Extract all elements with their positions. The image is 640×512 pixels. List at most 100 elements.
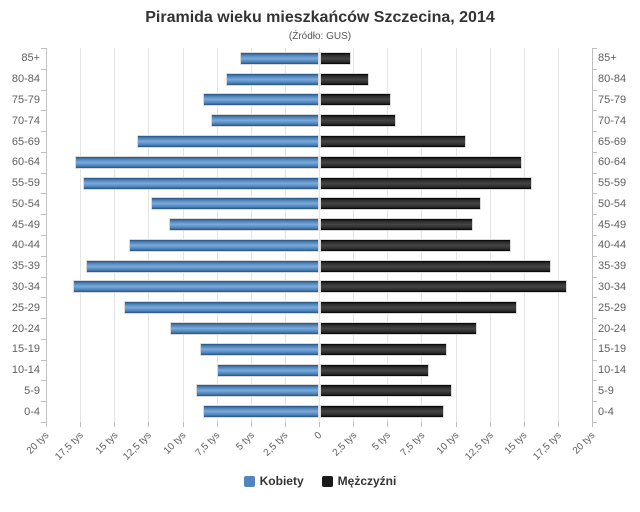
right-axis-tick [592, 131, 597, 132]
right-axis-tick [592, 69, 597, 70]
x-axis-label: 0 [313, 430, 325, 442]
y-axis-label-right: 60-64 [598, 156, 627, 169]
gridline [284, 48, 286, 422]
x-axis-tick [148, 422, 150, 427]
y-axis-label-left: 10-14 [11, 364, 40, 377]
y-axis-label-left: 25-29 [11, 301, 40, 314]
gridline [421, 48, 423, 422]
bar-kobiety-10-14[interactable] [216, 363, 319, 377]
legend-symbol [321, 475, 333, 487]
bar-mezczyzni-25-29[interactable] [320, 301, 517, 315]
bar-mezczyzni-0-4[interactable] [320, 405, 445, 419]
bar-kobiety-55-59[interactable] [82, 176, 319, 190]
bar-mezczyzni-50-54[interactable] [320, 197, 482, 211]
bar-mezczyzni-65-69[interactable] [320, 135, 467, 148]
bar-mezczyzni-75-79[interactable] [320, 93, 391, 107]
bar-kobiety-85+[interactable] [239, 51, 319, 65]
right-axis-tick [592, 110, 597, 111]
bar-kobiety-15-19[interactable] [200, 342, 319, 356]
left-axis-tick [41, 110, 46, 111]
y-axis-label-left: 75-79 [11, 93, 40, 106]
x-axis-tick [455, 422, 457, 427]
x-axis-tick [284, 422, 286, 427]
right-axis-tick [592, 339, 597, 340]
x-axis-label: 15 tys [502, 430, 530, 457]
bar-mezczyzni-55-59[interactable] [320, 176, 532, 190]
y-axis-label-left: 35-39 [11, 260, 40, 273]
right-axis-tick [592, 380, 597, 381]
y-axis-label-right: 45-49 [598, 218, 627, 231]
bar-mezczyzni-20-24[interactable] [320, 322, 477, 335]
bar-kobiety-30-34[interactable] [73, 280, 319, 294]
y-axis-label-left: 65-69 [11, 135, 40, 148]
bar-kobiety-20-24[interactable] [170, 322, 319, 335]
left-axis-tick [41, 214, 46, 215]
left-axis-tick [41, 90, 46, 91]
x-axis-tick [250, 422, 252, 427]
legend-label: Mężczyźni [337, 474, 397, 488]
y-axis-label-left: 60-64 [11, 156, 40, 169]
x-axis-tick [353, 422, 355, 427]
x-axis-tick [319, 422, 320, 427]
y-axis-label-right: 55-59 [598, 177, 627, 190]
legend-label: Kobiety [259, 474, 304, 488]
y-axis-label-left: 85+ [21, 52, 40, 65]
bar-kobiety-5-9[interactable] [196, 384, 319, 398]
bar-kobiety-80-84[interactable] [226, 72, 319, 86]
right-axis-tick [592, 90, 597, 91]
bar-kobiety-50-54[interactable] [151, 197, 319, 211]
bar-kobiety-75-79[interactable] [202, 93, 319, 107]
legend: Kobiety Mężczyźni [0, 474, 640, 488]
x-axis-label: 17,5 tys [53, 430, 86, 463]
bar-mezczyzni-35-39[interactable] [320, 259, 551, 273]
legend-item-kobiety[interactable]: Kobiety [243, 474, 304, 488]
y-axis-label-right: 0-4 [598, 405, 614, 418]
bar-kobiety-45-49[interactable] [168, 218, 319, 232]
x-axis-label: 12,5 tys [121, 430, 155, 463]
y-axis-label-left: 40-44 [11, 239, 40, 252]
bar-kobiety-70-74[interactable] [211, 114, 319, 128]
bar-mezczyzni-40-44[interactable] [320, 238, 512, 252]
bar-mezczyzni-45-49[interactable] [320, 218, 473, 232]
bar-kobiety-40-44[interactable] [129, 238, 319, 252]
left-axis-tick [41, 256, 46, 257]
x-axis-label: 2,5 tys [262, 430, 291, 459]
right-axis-tick [592, 193, 597, 194]
y-axis-label-right: 75-79 [598, 93, 627, 106]
bar-mezczyzni-10-14[interactable] [320, 363, 430, 377]
legend-item-mezczyzni[interactable]: Mężczyźni [321, 474, 397, 488]
x-axis-label: 2,5 tys [330, 430, 359, 459]
x-axis-label: 5 tys [233, 430, 257, 453]
right-axis-tick [592, 256, 597, 257]
bar-mezczyzni-30-34[interactable] [320, 280, 568, 294]
plot-area: 20 tys 17,5 tys 15 tys 12,5 tys 10 tys 7,5 ty… [12, 48, 626, 463]
bar-mezczyzni-70-74[interactable] [320, 114, 397, 128]
x-axis-label: 7,5 tys [398, 430, 428, 459]
y-axis-label-right: 50-54 [598, 197, 627, 210]
y-axis-label-left: 50-54 [11, 197, 40, 210]
bar-mezczyzni-80-84[interactable] [320, 72, 370, 86]
y-axis-label-left: 70-74 [11, 114, 40, 127]
bar-kobiety-25-29[interactable] [123, 301, 319, 315]
bar-kobiety-65-69[interactable] [137, 135, 319, 148]
right-axis-tick [592, 277, 597, 278]
bar-mezczyzni-85+[interactable] [320, 51, 352, 65]
gridline [455, 48, 457, 422]
bar-kobiety-35-39[interactable] [85, 259, 319, 273]
left-axis-tick [41, 422, 46, 423]
y-axis-label-left: 5-9 [24, 384, 40, 397]
gridline [80, 48, 82, 422]
bar-kobiety-0-4[interactable] [202, 405, 319, 419]
bar-mezczyzni-15-19[interactable] [320, 342, 447, 356]
bar-kobiety-60-64[interactable] [74, 155, 319, 169]
right-axis-tick [592, 235, 597, 236]
gridline [148, 48, 150, 422]
bar-mezczyzni-60-64[interactable] [320, 155, 523, 169]
right-axis-tick [592, 214, 597, 215]
y-axis-label-right: 25-29 [598, 301, 627, 314]
bar-mezczyzni-5-9[interactable] [320, 384, 453, 398]
x-axis-label: 12,5 tys [462, 430, 496, 463]
y-axis-label-left: 80-84 [11, 73, 40, 86]
y-axis-label-left: 30-34 [11, 280, 40, 293]
y-axis-label-right: 35-39 [598, 260, 627, 273]
